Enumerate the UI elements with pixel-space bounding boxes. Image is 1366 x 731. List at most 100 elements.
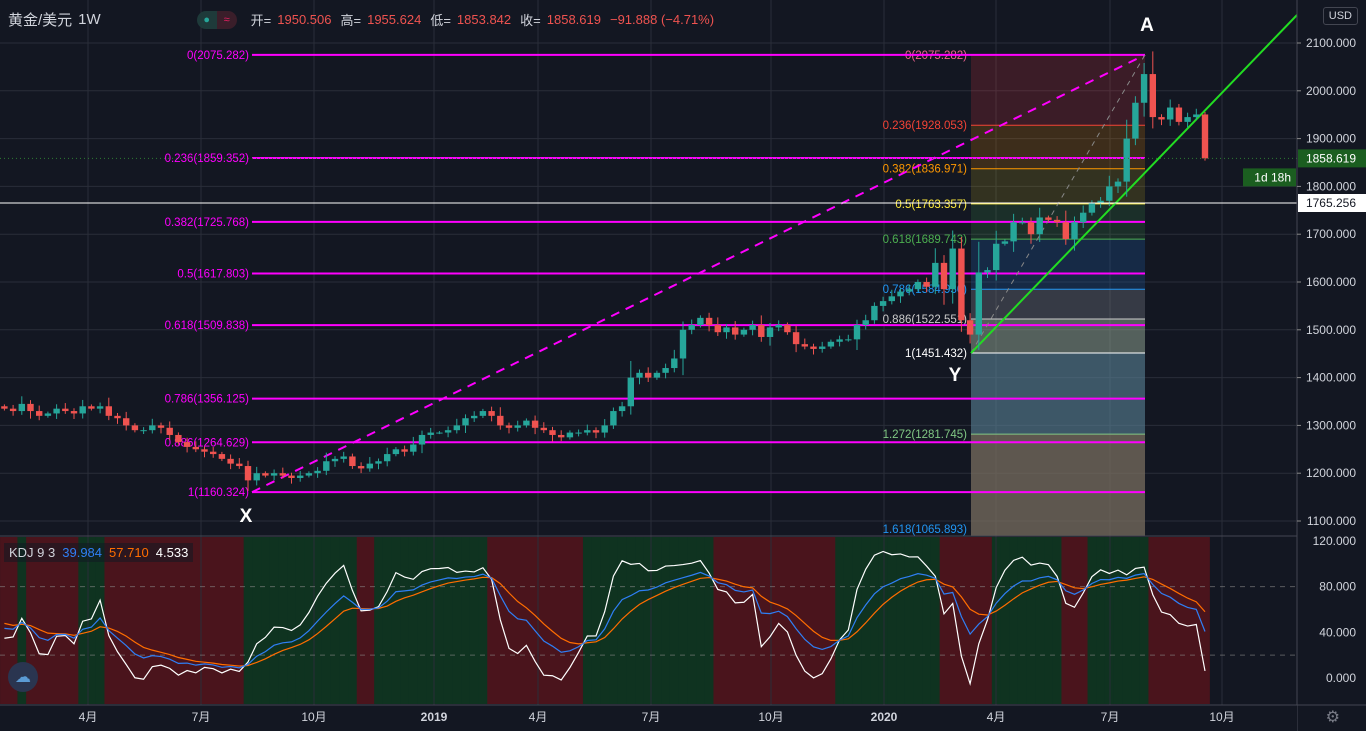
time-tick-label: 4月 <box>79 710 98 724</box>
candle <box>897 288 904 303</box>
candle-body <box>227 458 234 464</box>
candle <box>749 320 756 336</box>
fib-right-label: 1.618(1065.893) <box>883 524 968 536</box>
candle-body <box>1045 217 1052 220</box>
candle <box>732 321 739 340</box>
candle-body <box>984 270 991 273</box>
low-value: 1853.842 <box>456 12 512 27</box>
candle-body <box>375 461 382 464</box>
kdj-band <box>174 537 184 704</box>
candle <box>610 407 617 429</box>
kdj-tick-label: 0.000 <box>1326 671 1356 685</box>
candle-body <box>1149 74 1156 118</box>
price-tick-label: 1300.000 <box>1306 418 1356 432</box>
logo-button[interactable]: ☁ <box>8 662 38 692</box>
candle <box>436 431 443 435</box>
fib-zone <box>971 289 1145 320</box>
kdj-band <box>408 537 419 704</box>
candle <box>279 467 286 479</box>
kdj-band <box>800 537 810 704</box>
candle-body <box>766 327 774 337</box>
kdj-band <box>835 537 845 704</box>
kdj-band <box>1122 537 1132 704</box>
last-price-badge <box>1298 149 1366 168</box>
candle <box>871 302 878 324</box>
candle-body <box>384 454 391 462</box>
kdj-band <box>635 537 645 704</box>
price-tick-label: 1200.000 <box>1306 466 1356 480</box>
kdj-band <box>913 537 923 704</box>
candle <box>9 404 17 416</box>
candle-body <box>897 291 904 297</box>
candle <box>1193 108 1200 120</box>
candle <box>523 418 530 428</box>
candle <box>1062 210 1069 245</box>
candle <box>879 296 887 312</box>
kdj-band <box>1200 537 1210 704</box>
candle-body <box>253 473 260 481</box>
candle-body <box>436 432 443 434</box>
symbol-name[interactable]: 黄金/美元 <box>8 12 73 29</box>
candle <box>62 403 69 414</box>
candle <box>105 397 112 421</box>
kdj-band <box>78 537 88 704</box>
candle-body <box>549 430 556 435</box>
candle-body <box>575 432 582 434</box>
candle <box>375 458 382 470</box>
candle-body <box>732 327 739 335</box>
candle-body <box>1053 219 1061 223</box>
kdj-band <box>930 537 941 704</box>
kdj-band <box>826 537 836 704</box>
kdj-band <box>756 537 767 704</box>
kdj-band <box>330 537 340 704</box>
candle-body <box>1 406 8 409</box>
candle <box>1123 119 1130 197</box>
status-toggle[interactable]: ● ≈ <box>196 10 237 29</box>
candle-body <box>270 473 278 476</box>
candle <box>323 452 330 476</box>
kdj-band <box>722 537 732 704</box>
candle <box>192 441 199 453</box>
kdj-band <box>69 537 79 704</box>
candle <box>984 267 991 279</box>
currency-button[interactable]: USD <box>1322 7 1358 25</box>
kdj-band <box>852 537 862 704</box>
candle <box>940 255 948 305</box>
candle-body <box>1123 138 1130 182</box>
candle <box>453 418 460 434</box>
kdj-band <box>600 537 610 704</box>
settings-gear-icon[interactable]: ⚙ <box>1325 709 1340 726</box>
candle-body <box>1088 203 1096 213</box>
kdj-name[interactable]: KDJ 9 3 <box>9 545 56 560</box>
candle <box>140 427 147 435</box>
kdj-band <box>957 537 967 704</box>
candle <box>549 426 556 442</box>
timeframe[interactable]: 1W <box>78 11 101 28</box>
candle <box>514 420 521 432</box>
candle <box>1167 99 1174 126</box>
legend-header: 黄金/美元 1W ● ≈ 开= 1950.506 高= 1955.624 低= 1853… <box>8 9 717 30</box>
candle <box>645 367 652 382</box>
candle <box>697 315 704 328</box>
candle <box>331 456 339 467</box>
kdj-band <box>191 537 201 704</box>
candle-body <box>479 411 487 416</box>
candle-body <box>845 339 852 341</box>
kdj-band <box>1026 537 1036 704</box>
candle-body <box>314 470 321 474</box>
kdj-band <box>513 537 523 704</box>
candle-body <box>279 473 286 476</box>
candle <box>853 319 861 350</box>
kdj-band <box>417 537 427 704</box>
candle <box>827 339 835 349</box>
candle-body <box>349 456 356 467</box>
candle-body <box>862 320 869 326</box>
candle <box>592 427 600 439</box>
candle-body <box>305 473 313 476</box>
low-label: 低= <box>430 13 451 28</box>
kdj-band <box>896 537 906 704</box>
kdj-band <box>400 537 410 704</box>
candle <box>262 471 269 478</box>
candle <box>784 322 791 335</box>
